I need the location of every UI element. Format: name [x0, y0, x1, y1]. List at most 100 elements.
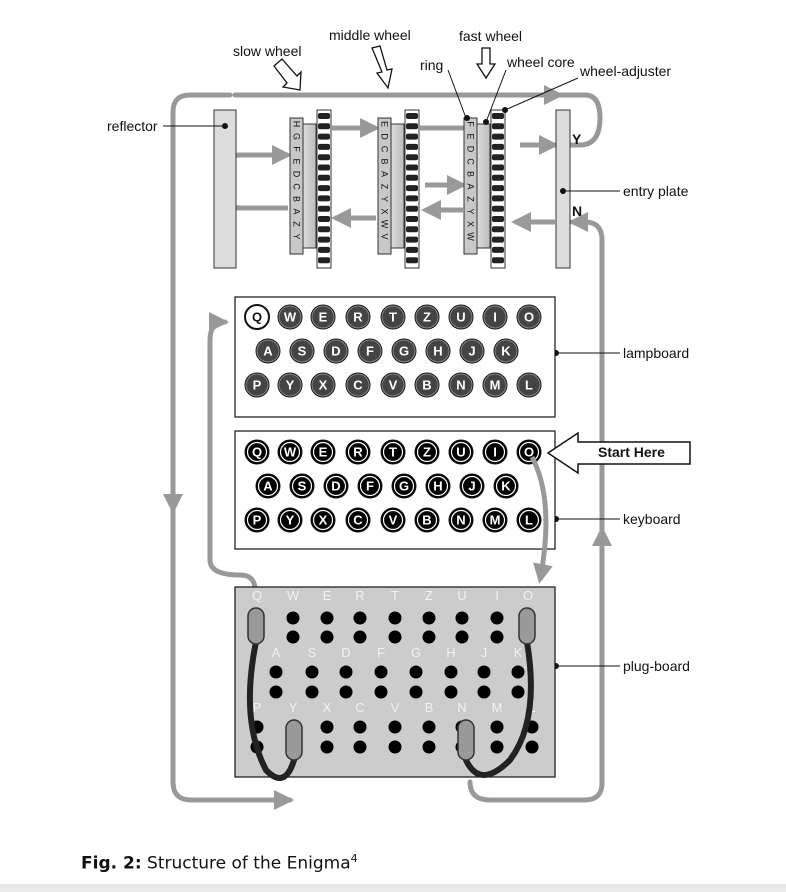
key-letter: F: [366, 479, 374, 494]
plug-socket-j[interactable]: J: [477, 645, 491, 699]
plug-socket-d[interactable]: D: [339, 645, 353, 699]
fast-wheel-tooth: [492, 154, 504, 161]
key-w[interactable]: W: [277, 439, 303, 465]
plug-socket-m[interactable]: M: [490, 700, 504, 754]
reflector-plate: [213, 109, 237, 269]
key-letter: O: [524, 445, 534, 460]
plug-hole: [455, 630, 469, 644]
slow-wheel-core: [302, 123, 317, 249]
key-g[interactable]: G: [391, 473, 417, 499]
plug-hole: [353, 611, 367, 625]
key-h[interactable]: H: [425, 473, 451, 499]
middle-wheel-tooth: [406, 216, 418, 222]
key-a[interactable]: A: [255, 473, 281, 499]
key-j[interactable]: J: [459, 473, 485, 499]
key-n[interactable]: N: [448, 507, 474, 533]
fast-wheel-tooth: [492, 164, 504, 171]
key-b[interactable]: B: [414, 507, 440, 533]
lamp-letter: F: [366, 344, 374, 359]
plug-n[interactable]: [457, 719, 475, 761]
fast-wheel-tooth: [492, 185, 504, 192]
start-here-label: Start Here: [598, 444, 665, 460]
middle-wheel-letter: W: [380, 220, 390, 229]
plug-socket-g[interactable]: G: [409, 645, 423, 699]
key-m[interactable]: M: [482, 507, 508, 533]
lamp-o: O: [516, 304, 542, 330]
reflector-label: reflector: [107, 118, 158, 134]
fast-wheel-letter: E: [466, 133, 476, 139]
plug-socket-i[interactable]: I: [490, 588, 504, 644]
key-o[interactable]: O: [516, 439, 542, 465]
entry-plate-dot: [560, 188, 566, 194]
key-f[interactable]: F: [357, 473, 383, 499]
plug-socket-letter: K: [514, 645, 523, 660]
key-letter: A: [263, 479, 273, 494]
key-l[interactable]: L: [516, 507, 542, 533]
plug-hole: [490, 630, 504, 644]
middle-wheel-tooth: [406, 246, 418, 253]
plug-socket-x[interactable]: X: [320, 700, 334, 754]
wheel-core-label: wheel core: [506, 54, 575, 70]
key-letter: C: [353, 513, 363, 528]
plug-cables: [246, 639, 534, 781]
plug-hole: [409, 665, 423, 679]
lamp-letter: Z: [423, 310, 431, 325]
key-p[interactable]: P: [244, 507, 270, 533]
plug-socket-k[interactable]: K: [511, 645, 525, 699]
plug-socket-s[interactable]: S: [305, 645, 319, 699]
plug-socket-f[interactable]: F: [374, 645, 388, 699]
plug-socket-a[interactable]: A: [269, 645, 283, 699]
key-x[interactable]: X: [310, 507, 336, 533]
slow-wheel-letter: D: [292, 171, 302, 178]
plug-hole: [305, 685, 319, 699]
lamp-letter: P: [253, 378, 262, 393]
key-q[interactable]: Q: [244, 439, 270, 465]
plug-socket-h[interactable]: H: [444, 645, 458, 699]
plug-socket-e[interactable]: E: [320, 588, 334, 644]
plug-socket-c[interactable]: C: [353, 700, 367, 754]
key-r[interactable]: R: [345, 439, 371, 465]
key-t[interactable]: T: [380, 439, 406, 465]
plug-hole: [422, 720, 436, 734]
key-d[interactable]: D: [323, 473, 349, 499]
plug-socket-t[interactable]: T: [388, 588, 402, 644]
plug-hole: [320, 720, 334, 734]
plug-q[interactable]: [247, 607, 265, 645]
slow-wheel-tooth: [318, 164, 330, 171]
fast-wheel-tooth: [492, 226, 504, 233]
middle-wheel-tooth: [406, 133, 418, 140]
ring-label: ring: [420, 57, 443, 73]
key-e[interactable]: E: [310, 439, 336, 465]
key-k[interactable]: K: [493, 473, 519, 499]
key-letter: N: [456, 513, 465, 528]
plug-socket-r[interactable]: R: [353, 588, 367, 644]
plug-y[interactable]: [285, 719, 303, 761]
key-v[interactable]: V: [380, 507, 406, 533]
plug-hole: [353, 740, 367, 754]
key-u[interactable]: U: [448, 439, 474, 465]
key-letter: D: [331, 479, 340, 494]
plug-socket-letter: R: [355, 588, 364, 603]
lamp-c: C: [345, 372, 371, 398]
plug-socket-u[interactable]: U: [455, 588, 469, 644]
key-s[interactable]: S: [289, 473, 315, 499]
middle-wheel-tooth: [406, 143, 418, 150]
plug-socket-w[interactable]: W: [286, 588, 300, 644]
key-letter: W: [284, 445, 297, 460]
plug-socket-v[interactable]: V: [388, 700, 402, 754]
key-z[interactable]: Z: [414, 439, 440, 465]
key-i[interactable]: I: [482, 439, 508, 465]
plug-socket-z[interactable]: Z: [422, 588, 436, 644]
lamp-d: D: [323, 338, 349, 364]
lamp-letter: U: [456, 310, 465, 325]
key-y[interactable]: Y: [277, 507, 303, 533]
plug-o[interactable]: [518, 607, 536, 645]
plug-hole: [409, 685, 423, 699]
key-letter: R: [353, 445, 363, 460]
key-c[interactable]: C: [345, 507, 371, 533]
plug-socket-b[interactable]: B: [422, 700, 436, 754]
lamp-a: A: [255, 338, 281, 364]
fast-wheel-tooth: [492, 257, 504, 264]
slow-wheel-label: slow wheel: [233, 43, 301, 59]
